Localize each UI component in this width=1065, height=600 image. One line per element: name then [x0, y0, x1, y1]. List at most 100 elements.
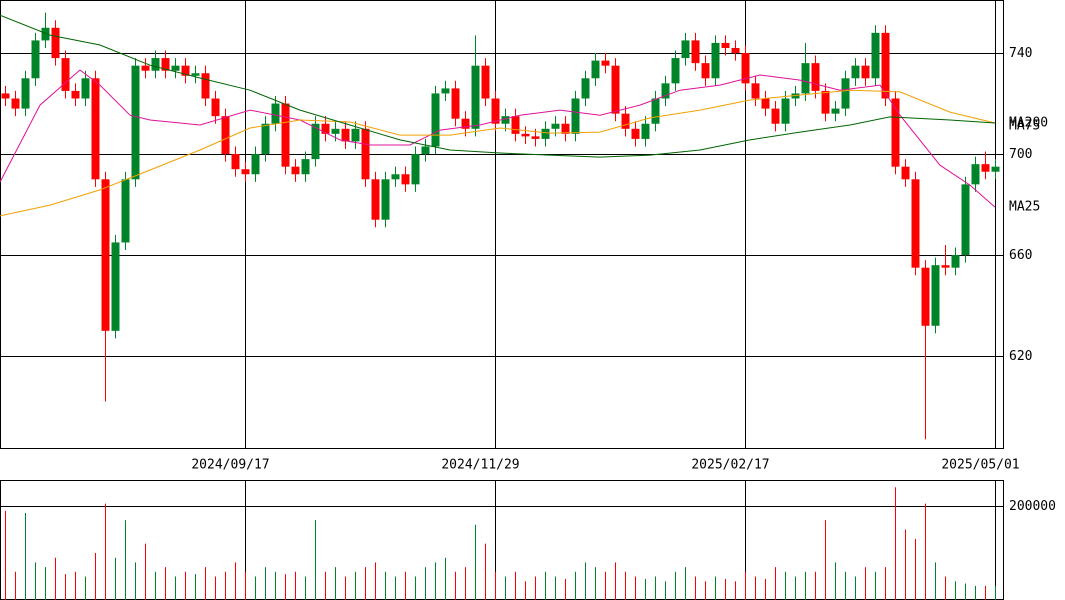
candle-body — [651, 98, 660, 124]
candle-body — [641, 123, 650, 139]
candle-body — [841, 78, 850, 109]
candle-body — [901, 166, 910, 180]
y-tick-label: 200000 — [1009, 499, 1056, 514]
candle-body — [561, 123, 570, 134]
candle-body — [181, 65, 190, 76]
candle-body — [101, 179, 110, 331]
candle-body — [811, 63, 820, 91]
candle-body — [201, 73, 210, 99]
volume-panel — [0, 480, 1004, 600]
candle-body — [951, 255, 960, 268]
candle-body — [61, 58, 70, 91]
candle-body — [991, 166, 1000, 172]
x-tick-label: 2025/05/01 — [941, 458, 1019, 473]
candle-body — [911, 179, 920, 268]
candle-body — [131, 65, 140, 180]
candle-body — [471, 65, 480, 129]
candle-body — [691, 40, 700, 64]
candle-body — [441, 88, 450, 94]
candle-body — [891, 98, 900, 167]
candle-body — [371, 179, 380, 220]
candle-body — [511, 116, 520, 134]
candle-body — [191, 73, 200, 76]
marks — [0, 12, 1000, 600]
candle-body — [541, 128, 550, 139]
candle-body — [341, 128, 350, 142]
candle-body — [481, 65, 490, 99]
candle-body — [411, 154, 420, 185]
legend-label: MA75 — [1009, 118, 1040, 133]
candle-body — [961, 184, 970, 256]
candle-body — [981, 164, 990, 172]
grid — [0, 0, 1003, 600]
candle-body — [701, 63, 710, 79]
candle-body — [681, 40, 690, 59]
candle-body — [221, 116, 230, 155]
candle-body — [571, 98, 580, 134]
candle-body — [521, 133, 530, 137]
y-tick-label: 660 — [1009, 248, 1032, 263]
candle-body — [671, 58, 680, 84]
candle-body — [491, 98, 500, 124]
candle-body — [621, 113, 630, 129]
moving-average-line — [0, 69, 996, 208]
candle-body — [791, 93, 800, 99]
candle-body — [41, 27, 50, 41]
candle-body — [211, 98, 220, 117]
candle-body — [831, 108, 840, 114]
candle-body — [941, 265, 950, 268]
candle-body — [151, 58, 160, 71]
labels: 620 660 700 740 2024/09/17 2024/11/29 2025/02/… — [191, 46, 1056, 514]
candle-body — [861, 65, 870, 79]
candle-body — [401, 174, 410, 185]
candle-body — [171, 65, 180, 71]
y-tick-label: 740 — [1009, 46, 1032, 61]
candle-body — [11, 98, 20, 109]
candle-body — [871, 32, 880, 79]
candle-body — [581, 78, 590, 99]
candle-body — [391, 174, 400, 180]
x-tick-label: 2025/02/17 — [691, 458, 769, 473]
candle-body — [921, 267, 930, 326]
candle-body — [431, 93, 440, 147]
candle-body — [821, 90, 830, 114]
candle-body — [611, 65, 620, 114]
candle-body — [91, 78, 100, 180]
candle-body — [711, 42, 720, 79]
candle-body — [251, 154, 260, 175]
candle-body — [851, 65, 860, 79]
candle-body — [21, 78, 30, 109]
legend-label: MA25 — [1009, 200, 1040, 215]
candle-body — [781, 98, 790, 124]
candle-body — [451, 88, 460, 119]
candle-body — [501, 116, 510, 124]
candle-body — [461, 118, 470, 129]
candle-body — [281, 103, 290, 167]
candle-body — [731, 47, 740, 54]
candle-body — [121, 179, 130, 243]
candle-body — [81, 78, 90, 99]
candle-body — [631, 128, 640, 139]
candle-body — [531, 136, 540, 139]
candle-body — [261, 123, 270, 155]
candle-body — [801, 63, 810, 94]
candle-body — [51, 27, 60, 59]
y-tick-label: 620 — [1009, 349, 1032, 364]
candle-body — [741, 53, 750, 84]
candle-body — [331, 128, 340, 134]
candle-body — [771, 108, 780, 124]
candle-body — [421, 146, 430, 155]
candle-body — [381, 179, 390, 220]
candle-body — [721, 42, 730, 48]
candle-body — [661, 83, 670, 99]
candle-body — [361, 128, 370, 180]
candle-body — [301, 159, 310, 175]
x-tick-label: 2024/09/17 — [191, 458, 269, 473]
candle-body — [591, 60, 600, 79]
candle-body — [931, 265, 940, 326]
candle-body — [241, 169, 250, 175]
y-tick-label: 700 — [1009, 147, 1032, 162]
moving-average-line — [0, 89, 996, 217]
